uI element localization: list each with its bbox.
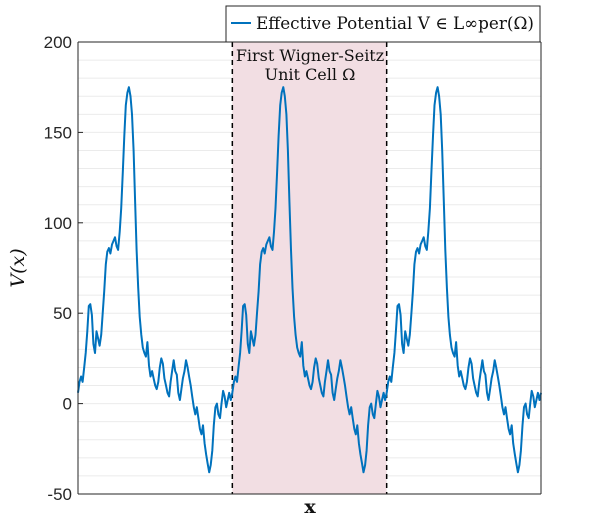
series-line-effective-potential: [77, 86, 542, 474]
unit-cell-region: [232, 42, 387, 494]
y-tick-label: 100: [44, 214, 72, 233]
plot-lines: [77, 86, 542, 474]
x-axis-label: x: [304, 496, 316, 518]
legend-label: Effective Potential V ∈ L∞per(Ω): [256, 14, 534, 34]
legend-box: [225, 5, 541, 43]
y-tick-label: 50: [53, 304, 72, 323]
annotation-line-1: First Wigner-Seitz: [236, 46, 384, 65]
y-tick-label: 200: [44, 33, 72, 52]
y-tick-label: 0: [63, 395, 72, 414]
y-tick-labels: -50 0 50 100 150 200: [44, 33, 83, 504]
legend: Effective Potential V ∈ L∞per(Ω): [225, 5, 541, 43]
annotation-line-2: Unit Cell Ω: [265, 65, 356, 84]
y-axis-label: V(x): [7, 248, 29, 287]
y-tick-label: -50: [47, 485, 72, 504]
unit-cell-shading: [231, 42, 388, 494]
y-tick-label: 150: [44, 123, 72, 142]
